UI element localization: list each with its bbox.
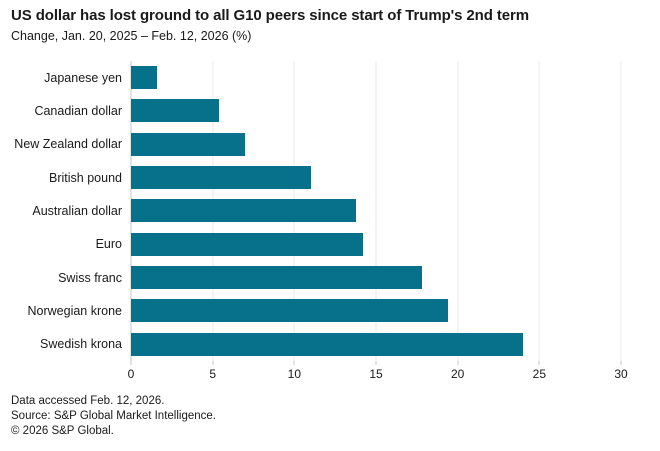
bar-british-pound [131,166,311,190]
bar-canadian-dollar [131,99,220,123]
bar-track [131,132,621,156]
category-label: Swiss franc [58,270,122,285]
tick-mark-x-5 [212,361,214,365]
bar-track [131,66,621,90]
chart-title: US dollar has lost ground to all G10 pee… [11,7,529,24]
category-label: British pound [49,170,122,185]
gridline-x-30 [620,61,622,361]
bar-row: Japanese yen [0,61,660,94]
bar-track [131,266,621,290]
bar-row: British pound [0,161,660,194]
bar-row: Canadian dollar [0,94,660,127]
category-label: Swedish krona [40,337,122,352]
tick-label-x-25: 25 [532,367,547,381]
footer-source: Source: S&P Global Market Intelligence. [11,410,216,422]
bar-track [131,232,621,256]
bar-australian-dollar [131,199,357,223]
tick-mark-x-0 [130,361,132,365]
bar-swiss-franc [131,266,422,290]
footer-copyright: © 2026 S&P Global. [11,425,114,437]
tick-mark-x-15 [375,361,377,365]
tick-mark-x-10 [293,361,295,365]
bar-euro [131,232,363,256]
category-label: Euro [95,237,122,252]
category-label: Australian dollar [32,203,122,218]
tick-label-x-30: 30 [614,367,628,381]
tick-label-x-10: 10 [287,367,302,381]
category-label: Norwegian krone [27,303,123,318]
bar-row: Norwegian krone [0,294,660,327]
tick-label-x-5: 5 [209,367,216,381]
bar-rows: Japanese yen Canadian dollar New Zealand d… [0,61,660,361]
bar-track [131,166,621,190]
bar-row: New Zealand dollar [0,128,660,161]
category-label: Canadian dollar [34,103,122,118]
category-label: Japanese yen [44,70,122,85]
tick-mark-x-30 [620,361,622,365]
bar-norwegian-krone [131,299,448,323]
bar-row: Swedish krona [0,328,660,361]
tick-label-x-15: 15 [369,367,383,381]
gridline-x-20 [457,61,459,361]
gridline-x-15 [375,61,377,361]
tick-label-x-0: 0 [127,367,135,381]
footer: Data accessed Feb. 12, 2026. Source: S&P… [11,394,216,439]
bar-track [131,99,621,123]
bar-track [131,299,621,323]
bar-swedish-krona [131,332,523,356]
bar-track [131,332,621,356]
gridline-x-25 [538,61,540,361]
bar-track [131,199,621,223]
category-label: New Zealand dollar [14,137,122,152]
bar-row: Swiss franc [0,261,660,294]
chart-area: Japanese yen Canadian dollar New Zealand d… [0,61,660,361]
tick-label-x-20: 20 [450,367,465,381]
bar-row: Euro [0,228,660,261]
tick-mark-x-25 [538,361,540,365]
bar-japanese-yen [131,66,158,90]
bar-new-zealand-dollar [131,132,246,156]
footer-data-accessed: Data accessed Feb. 12, 2026. [11,395,165,407]
bar-row: Australian dollar [0,194,660,227]
tick-mark-x-20 [457,361,459,365]
x-axis: 0 5 10 15 20 25 30 [127,361,628,387]
chart-subtitle: Change, Jan. 20, 2025 – Feb. 12, 2026 (%… [11,29,252,43]
